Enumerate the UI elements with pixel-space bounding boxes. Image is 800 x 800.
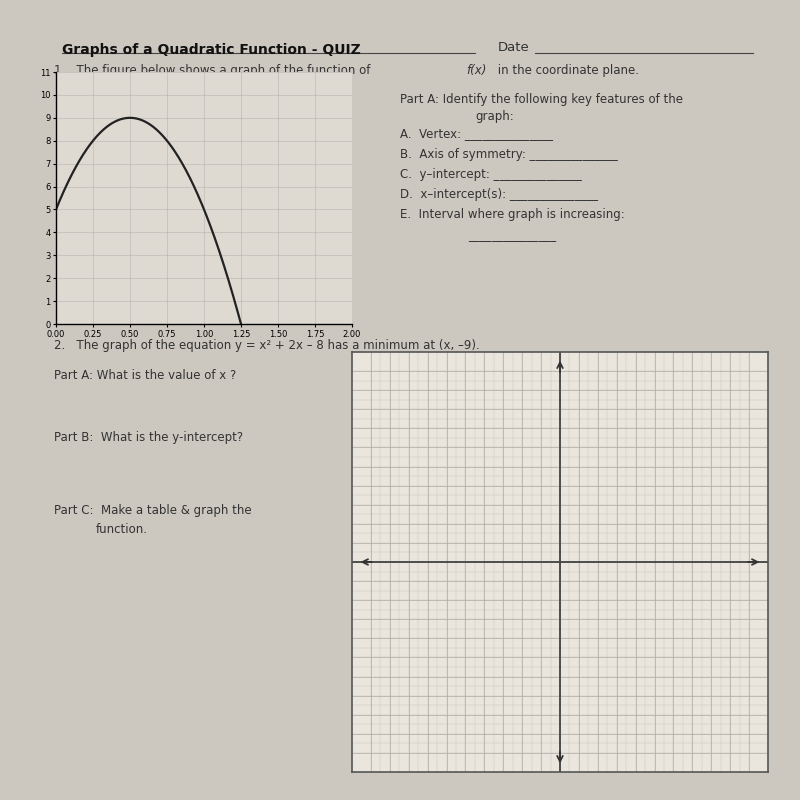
Text: B.  Axis of symmetry: _______________: B. Axis of symmetry: _______________	[400, 148, 618, 161]
Text: E.  Interval where graph is increasing:: E. Interval where graph is increasing:	[400, 208, 625, 221]
Text: _______________: _______________	[468, 230, 556, 242]
Text: D.  x–intercept(s): _______________: D. x–intercept(s): _______________	[400, 188, 598, 201]
Text: Part C:  Make a table & graph the: Part C: Make a table & graph the	[54, 504, 252, 517]
Text: Date: Date	[498, 41, 530, 54]
Text: Part A: What is the value of x ?: Part A: What is the value of x ?	[54, 370, 236, 382]
Text: function.: function.	[95, 523, 147, 536]
Text: 2.   The graph of the equation y = x² + 2x – 8 has a minimum at (x, –9).: 2. The graph of the equation y = x² + 2x…	[54, 338, 480, 351]
Text: in the coordinate plane.: in the coordinate plane.	[494, 64, 639, 77]
Text: Part A: Identify the following key features of the: Part A: Identify the following key featu…	[400, 93, 683, 106]
Text: graph:: graph:	[475, 110, 514, 122]
Text: Graphs of a Quadratic Function - QUIZ: Graphs of a Quadratic Function - QUIZ	[62, 43, 360, 57]
Text: f(x): f(x)	[466, 64, 486, 77]
Text: C.  y–intercept: _______________: C. y–intercept: _______________	[400, 168, 582, 181]
Text: A.  Vertex: _______________: A. Vertex: _______________	[400, 127, 553, 140]
Text: Part B:  What is the y-intercept?: Part B: What is the y-intercept?	[54, 430, 243, 444]
Text: 1.   The figure below shows a graph of the function of: 1. The figure below shows a graph of the…	[54, 64, 374, 77]
